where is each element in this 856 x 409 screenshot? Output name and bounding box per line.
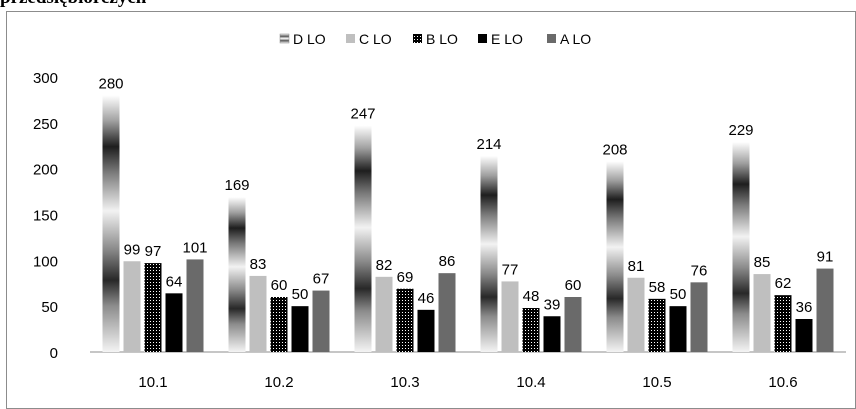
legend-swatch-c-lo — [346, 34, 355, 43]
bar-b-lo — [396, 288, 414, 352]
bar-d-lo — [480, 155, 498, 352]
data-label: 46 — [418, 290, 435, 307]
bar-e-lo — [417, 309, 435, 352]
bar-b-lo — [774, 295, 792, 352]
y-tick-label: 150 — [33, 208, 58, 225]
data-label: 208 — [602, 141, 627, 158]
bar-b-lo — [270, 297, 288, 352]
legend-label: A LO — [560, 31, 591, 47]
bar-a-lo — [564, 297, 582, 352]
bar-d-lo — [102, 95, 120, 352]
data-label: 48 — [523, 288, 540, 305]
chart-axes: 0 50 100 150 200 250 300 10.1 10.2 10.3 10.4 10.5 10… — [33, 70, 846, 391]
data-label: 85 — [754, 254, 771, 271]
data-label: 60 — [271, 277, 288, 294]
data-label: 97 — [145, 243, 162, 260]
x-tick-label: 10.2 — [264, 374, 293, 391]
data-label: 67 — [313, 271, 330, 288]
bar-d-lo — [606, 161, 624, 352]
bar-a-lo — [690, 282, 708, 352]
bar-b-lo — [648, 298, 666, 352]
bar-b-lo — [522, 308, 540, 352]
bar-e-lo — [165, 293, 183, 352]
data-label: 39 — [544, 296, 561, 313]
bar-c-lo — [501, 281, 519, 352]
x-tick-label: 10.1 — [138, 374, 167, 391]
y-tick-label: 250 — [33, 116, 58, 133]
data-label: 69 — [397, 269, 414, 286]
data-label: 50 — [670, 286, 687, 303]
chart-legend: D LO C LO B LO E LO A LO — [279, 31, 591, 47]
data-label: 86 — [439, 253, 456, 270]
bar-a-lo — [816, 268, 834, 352]
data-label: 91 — [817, 249, 834, 266]
legend-label: E LO — [491, 31, 523, 47]
data-label: 50 — [292, 286, 309, 303]
bar-e-lo — [543, 316, 561, 352]
bar-c-lo — [123, 261, 141, 352]
bar-c-lo — [375, 276, 393, 352]
bar-a-lo — [438, 273, 456, 352]
legend-label: C LO — [359, 31, 392, 47]
data-label: 229 — [728, 122, 753, 139]
x-tick-label: 10.4 — [516, 374, 545, 391]
bar-d-lo — [354, 125, 372, 352]
data-label: 77 — [502, 261, 519, 278]
data-label: 101 — [182, 239, 207, 256]
legend-swatch-d-lo — [279, 33, 290, 44]
legend-swatch-b-lo — [413, 34, 422, 43]
y-tick-label: 50 — [41, 299, 58, 316]
data-label: 82 — [376, 257, 393, 274]
y-tick-label: 200 — [33, 162, 58, 179]
y-tick-label: 0 — [50, 345, 58, 362]
data-label: 247 — [350, 106, 375, 123]
x-tick-label: 10.6 — [768, 374, 797, 391]
x-tick-label: 10.3 — [390, 374, 419, 391]
bar-c-lo — [249, 275, 267, 352]
y-tick-label: 100 — [33, 253, 58, 270]
bar-e-lo — [291, 306, 309, 352]
data-label: 64 — [166, 273, 183, 290]
x-tick-label: 10.5 — [642, 374, 671, 391]
data-label: 280 — [98, 75, 123, 92]
data-label: 99 — [124, 241, 141, 258]
bar-e-lo — [669, 306, 687, 352]
bar-d-lo — [732, 142, 750, 352]
data-label: 83 — [250, 256, 267, 273]
data-label: 169 — [224, 177, 249, 194]
data-label: 76 — [691, 262, 708, 279]
page-heading: przedsiębiorczych — [0, 0, 856, 9]
bar-e-lo — [795, 319, 813, 352]
bar-b-lo — [144, 263, 162, 352]
bar-c-lo — [753, 274, 771, 352]
bar-c-lo — [627, 277, 645, 352]
data-label: 60 — [565, 277, 582, 294]
legend-swatch-e-lo — [478, 34, 487, 43]
bar-d-lo — [228, 197, 246, 352]
bar-a-lo — [312, 290, 330, 352]
data-label: 36 — [796, 299, 813, 316]
data-label: 62 — [775, 275, 792, 292]
data-label: 81 — [628, 258, 645, 275]
legend-label: B LO — [426, 31, 458, 47]
data-label: 58 — [649, 279, 666, 296]
y-tick-label: 300 — [33, 70, 58, 87]
legend-label: D LO — [293, 31, 326, 47]
legend-swatch-a-lo — [547, 34, 556, 43]
data-label: 214 — [476, 136, 501, 153]
bar-a-lo — [186, 259, 204, 352]
